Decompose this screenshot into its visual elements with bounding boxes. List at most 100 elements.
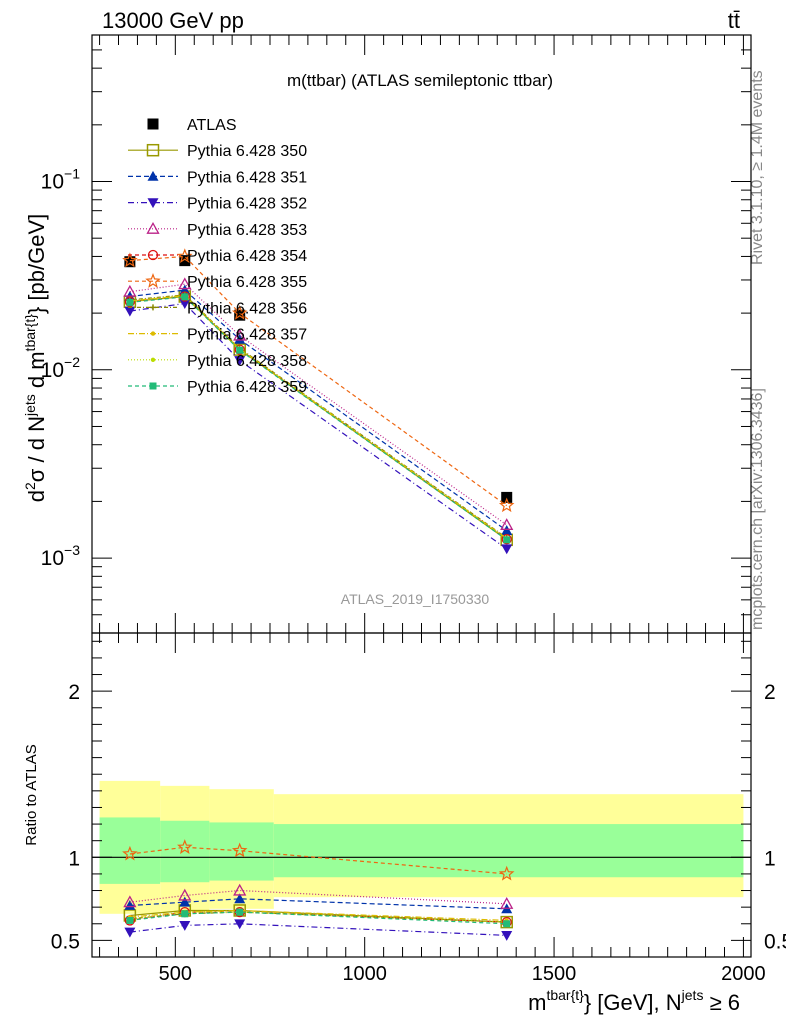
ratio-line xyxy=(129,923,507,936)
data-point xyxy=(503,536,511,544)
series-atlas xyxy=(124,255,513,503)
legend-marker xyxy=(150,304,156,311)
data-point xyxy=(178,277,192,290)
legend-entry: Pythia 6.428 359 xyxy=(128,379,307,396)
ratio-line xyxy=(129,911,507,923)
ratio-point xyxy=(231,842,248,858)
xlabel-tbar: tbar{t} xyxy=(546,987,584,1003)
uncertainty-band-green xyxy=(160,820,210,883)
data-point xyxy=(122,252,138,268)
legend-marker xyxy=(146,143,160,157)
ratio-point xyxy=(501,931,513,941)
side-label-bottom: mcplots.cern.ch [arXiv:1306.3436] xyxy=(749,388,766,630)
ratio-point xyxy=(179,921,191,931)
legend-label: Pythia 6.428 350 xyxy=(187,143,307,160)
side-label-top: Rivet 3.1.10, ≥ 1.4M events xyxy=(749,70,766,265)
legend-marker xyxy=(147,249,159,261)
legend-entry: Pythia 6.428 356 xyxy=(128,300,307,317)
legend-entry: Pythia 6.428 358 xyxy=(128,353,307,370)
ratio-ytick-label-left: 1 xyxy=(68,847,80,870)
main-title: m(ttbar) (ATLAS semileptonic ttbar) xyxy=(287,71,553,90)
ratio-point xyxy=(123,895,137,908)
data-point xyxy=(231,304,248,320)
data-point xyxy=(501,491,513,503)
series-pythia-6-428-354 xyxy=(124,291,512,545)
legend-label: Pythia 6.428 354 xyxy=(187,248,307,265)
ratio-line xyxy=(129,889,507,905)
data-point xyxy=(234,333,246,344)
ratio-xtick-label: 500 xyxy=(159,963,192,985)
ratio-xtick-label: 1000 xyxy=(342,963,387,985)
legend-entry: Pythia 6.428 354 xyxy=(128,248,307,265)
xlabel-mid: } [GeV], N xyxy=(584,990,682,1015)
ratio-ytick-label-left: 0.5 xyxy=(51,930,80,953)
ratio-point xyxy=(234,893,246,904)
ratio-ytick-label-right: 0.5 xyxy=(764,930,786,953)
watermark: ATLAS_2019_I1750330 xyxy=(341,591,490,607)
header-left: 13000 GeV pp xyxy=(102,8,244,33)
ylabel-jets: jets xyxy=(22,394,38,417)
series-line xyxy=(129,289,508,532)
ratio-point xyxy=(500,896,514,909)
ratio-xtick-label: 1500 xyxy=(532,963,577,985)
legend-label: Pythia 6.428 359 xyxy=(187,379,307,396)
main-ytick-label: 10−1 xyxy=(41,166,81,194)
data-point xyxy=(124,306,136,317)
data-point xyxy=(123,284,137,297)
ratio-point xyxy=(178,888,192,901)
ratio-point xyxy=(498,865,515,881)
data-point xyxy=(234,356,246,367)
ratio-xtick-label: 2000 xyxy=(721,963,766,985)
ratio-point xyxy=(124,899,136,910)
series-pythia-6-428-352 xyxy=(124,299,513,555)
data-point xyxy=(234,344,245,355)
main-panel: 10−1 10−2 10−3 m(ttbar) (ATLAS semileptoni… xyxy=(22,34,752,634)
ratio-ytick-label-right: 2 xyxy=(764,681,776,704)
data-point xyxy=(179,255,191,267)
legend-marker xyxy=(146,221,160,234)
xlabel-end: ≥ 6 xyxy=(703,990,740,1015)
legend-entry: Pythia 6.428 352 xyxy=(128,196,307,213)
ylabel-sigma: σ / d N xyxy=(24,416,49,482)
ratio-line xyxy=(129,909,507,923)
ratio-line xyxy=(129,898,507,910)
legend-marker xyxy=(147,170,159,181)
data-point xyxy=(501,544,513,555)
ylabel-d: d xyxy=(24,490,49,502)
ratio-ytick-label-right: 1 xyxy=(764,847,776,870)
ratio-point xyxy=(177,839,193,854)
uncertainty-band-green xyxy=(273,824,744,878)
data-point xyxy=(179,299,191,309)
x-axis-label: mtbar{t}} [GeV], Njets ≥ 6 xyxy=(528,987,740,1015)
legend-label: Pythia 6.428 358 xyxy=(187,353,307,370)
ratio-point xyxy=(124,927,136,938)
series-pythia-6-428-351 xyxy=(124,284,513,535)
legend-marker xyxy=(147,118,159,130)
data-point xyxy=(126,298,134,306)
legend-marker xyxy=(147,198,159,209)
legend-marker xyxy=(150,331,156,336)
ratio-point xyxy=(181,910,189,918)
data-point xyxy=(233,328,247,341)
svg-text:d2σ / d Njets d mtbar{t}} [pb/: d2σ / d Njets d mtbar{t}} [pb/GeV] xyxy=(22,214,49,502)
ratio-series xyxy=(122,839,515,941)
data-point xyxy=(500,518,514,530)
ratio-point xyxy=(126,916,134,924)
legend-marker xyxy=(150,357,156,362)
ratio-ylabel: Ratio to ATLAS xyxy=(23,744,40,845)
series-pythia-6-428-358 xyxy=(127,293,509,542)
legend-entry: Pythia 6.428 353 xyxy=(128,222,307,239)
legend-marker xyxy=(145,273,161,288)
xlabel-jets: jets xyxy=(681,987,704,1003)
legend-label: Pythia 6.428 351 xyxy=(187,169,307,186)
ratio-point xyxy=(179,896,191,907)
legend-label: Pythia 6.428 353 xyxy=(187,222,307,239)
ratio-panel: 0.5 0.5 1 1 2 2 500 1000 1500 2000 Ratio to ATLAS… xyxy=(23,632,786,1015)
ylabel-sup2: 2 xyxy=(22,482,38,490)
legend-label: Pythia 6.428 356 xyxy=(187,300,307,317)
ratio-pythia-6-428-353 xyxy=(123,883,514,909)
legend-entry: Pythia 6.428 355 xyxy=(128,273,307,291)
series-pythia-6-428-350 xyxy=(123,290,513,547)
data-point xyxy=(501,534,512,545)
